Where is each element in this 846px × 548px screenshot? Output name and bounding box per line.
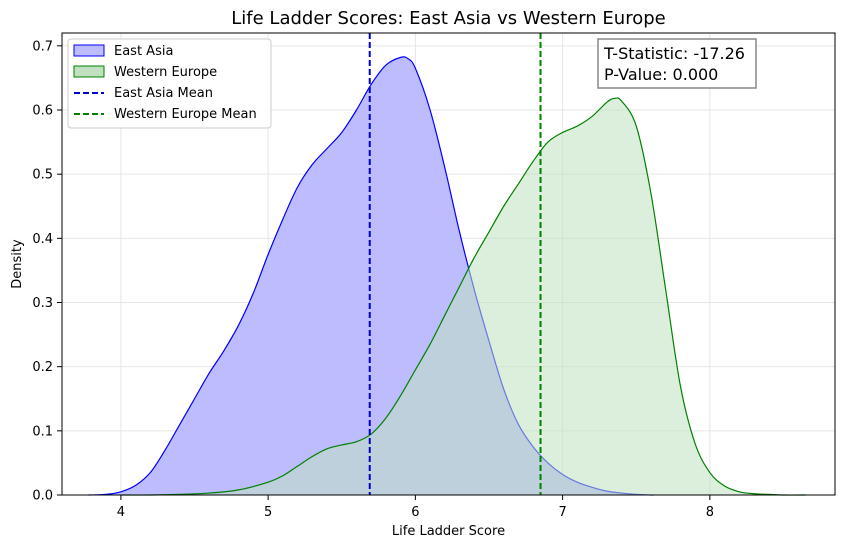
y-tick-label: 0.0 [32,489,53,504]
y-tick-label: 0.6 [32,104,53,119]
y-tick-label: 0.5 [32,168,53,183]
x-axis-label: Life Ladder Score [392,524,505,539]
legend-box [67,38,272,129]
plot-frame [61,32,836,496]
western-europe-density-line [120,97,806,496]
t-statistic-text: T-Statistic: -17.26 [603,44,745,63]
chart-title: Life Ladder Scores: East Asia vs Western… [231,8,665,29]
x-tick-label: 6 [411,505,419,520]
western-europe-density-area [120,97,806,496]
y-tick-label: 0.7 [32,39,53,54]
legend-label-western-europe: Western Europe [114,65,217,80]
x-axis-ticks: 4 5 6 7 8 [117,495,714,520]
x-tick-label: 8 [706,505,714,520]
x-tick-label: 4 [117,505,125,520]
y-axis-label: Density [10,239,25,289]
legend-label-western-europe-mean: Western Europe Mean [114,107,257,122]
p-value-text: P-Value: 0.000 [604,65,718,84]
x-tick-label: 5 [264,505,272,520]
y-tick-label: 0.1 [32,424,53,439]
legend-label-east-asia-mean: East Asia Mean [114,86,213,101]
legend-label-east-asia: East Asia [114,44,173,59]
east-asia-density-area [88,56,654,496]
y-tick-label: 0.3 [32,296,53,311]
y-axis-ticks: 0.0 0.1 0.2 0.3 0.4 0.5 0.6 0.7 [32,39,62,504]
legend: East Asia Western Europe East Asia Mean … [67,38,272,129]
mean-lines [368,33,542,495]
y-tick-label: 0.2 [32,360,53,375]
legend-swatch-western-europe [73,65,105,78]
x-tick-label: 7 [558,505,566,520]
legend-swatch-east-asia [73,44,105,57]
stats-annotation: T-Statistic: -17.26 P-Value: 0.000 [597,38,757,89]
stats-box [597,38,757,89]
density-areas [88,56,806,496]
y-tick-label: 0.4 [32,232,53,247]
